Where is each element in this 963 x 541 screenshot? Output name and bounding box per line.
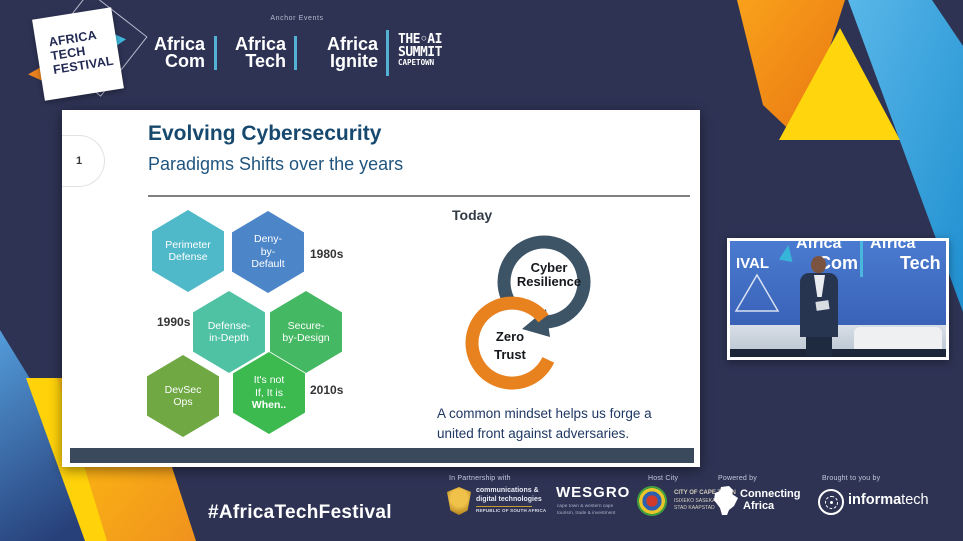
stage-edge (730, 349, 946, 357)
cyber-resilience-arc (497, 235, 591, 329)
connecting-africa-logo: Connecting Africa (740, 488, 801, 512)
in-partnership-label: In Partnership with (449, 475, 511, 482)
decor-blue-band-topright (848, 0, 963, 312)
slide-bottom-bar (70, 448, 694, 463)
speaker-head (811, 256, 826, 273)
era-label-2010s: 2010s (310, 383, 344, 397)
era-label-1990s: 1990s (157, 315, 191, 329)
africa-continent-icon (714, 486, 738, 515)
hexagon-defense-in-depth: Defense- in-Depth (193, 291, 265, 373)
slide-divider (148, 195, 690, 197)
africatech-top: Africa (234, 34, 286, 54)
africacom-bottom: Com (165, 51, 205, 72)
africaignite-top: Africa (326, 34, 378, 54)
logo-ai-summit-capetown: THE◦AI SUMMIT CAPETOWN (398, 33, 442, 67)
backdrop-text-africa-2: Africa (870, 241, 916, 252)
logo-africaignite: Africa Ignite (301, 34, 378, 72)
zero-trust-label: Zero Trust (494, 329, 526, 363)
powered-by-label: Powered by (718, 475, 757, 482)
slide-title: Evolving Cybersecurity (148, 122, 382, 145)
ai-summit-line2: SUMMIT (398, 45, 442, 60)
cyber-resilience-label: Cyber Resilience (516, 260, 582, 289)
africa-tech-festival-logo: AFRICA TECH FESTIVAL (32, 7, 124, 101)
header-separator (294, 36, 297, 70)
logo-africatech: Africa Tech (221, 34, 286, 72)
africaignite-bottom: Ignite (330, 51, 378, 72)
speaker-shirt (814, 275, 825, 297)
dcdt-logo: communications & digital technologies RE… (476, 487, 547, 513)
today-label: Today (452, 207, 493, 223)
header-separator (214, 36, 217, 70)
africatech-bottom: Tech (245, 51, 286, 72)
anchor-events-label: Anchor Events (270, 15, 324, 22)
event-header: AFRICA TECH FESTIVAL Anchor Events Afric… (0, 0, 963, 101)
backdrop-triangle-outline (734, 273, 780, 312)
south-africa-coat-of-arms-icon (447, 487, 471, 515)
slide-subtitle: Paradigms Shifts over the years (148, 154, 404, 174)
slide-number-badge: 1 (62, 135, 105, 187)
speaker-notes (815, 300, 830, 311)
backdrop-text-com: Com (818, 253, 858, 273)
decor-orange-band-topright (737, 0, 845, 140)
backdrop-separator (860, 241, 863, 277)
city-of-cape-town-text: CITY OF CAPE TOWN ISIXEKO SASEKAPA STAD … (674, 490, 736, 511)
ai-summit-line3: CAPETOWN (398, 58, 435, 67)
informa-tech-logo: informatech (848, 492, 929, 508)
event-hashtag: #AfricaTechFestival (208, 502, 392, 523)
stage-photo: IVAL Africa Com Africa Tech (730, 241, 946, 357)
wesgro-logo: WESGRO (556, 484, 631, 501)
era-label-1980s: 1980s (310, 247, 344, 261)
dcdt-gold-rule (476, 505, 532, 507)
backdrop-text-tech: Tech (900, 253, 941, 273)
wesgro-tagline: cape town & western cape tourism, trade … (557, 504, 616, 517)
informa-tech-icon (818, 489, 844, 515)
header-separator (386, 30, 389, 76)
backdrop-text-festival: IVAL (736, 255, 770, 272)
zero-trust-arc (465, 296, 555, 390)
presentation-slide: 1 Evolving Cybersecurity Paradigms Shift… (62, 110, 700, 467)
brought-to-you-by-label: Brought to you by (822, 475, 881, 482)
hexagon-perimeter-defense: Perimeter Defense (152, 210, 224, 292)
speaker-video-feed: IVAL Africa Com Africa Tech (727, 238, 949, 360)
africacom-top: Africa (153, 34, 205, 54)
host-city-label: Host City (648, 475, 679, 482)
speaker-legs (806, 335, 832, 357)
cycle-arrows-diagram (465, 235, 591, 390)
backdrop-text-africa-1: Africa (796, 241, 842, 252)
hexagon-devsec-ops: DevSec Ops (147, 355, 219, 437)
ai-summit-line1: THE◦AI (398, 32, 442, 47)
hexagon-deny-by-default: Deny- by- Default (232, 211, 304, 293)
stage-couch (854, 327, 942, 353)
logo-africacom: Africa Com (139, 34, 205, 72)
backdrop-cyan-triangle (779, 244, 796, 262)
slide-number: 1 (76, 155, 83, 167)
slide-caption: A common mindset helps us forge a united… (437, 406, 652, 441)
city-of-cape-town-logo-icon (637, 486, 667, 516)
decor-yellow-triangle-topright (779, 28, 900, 140)
